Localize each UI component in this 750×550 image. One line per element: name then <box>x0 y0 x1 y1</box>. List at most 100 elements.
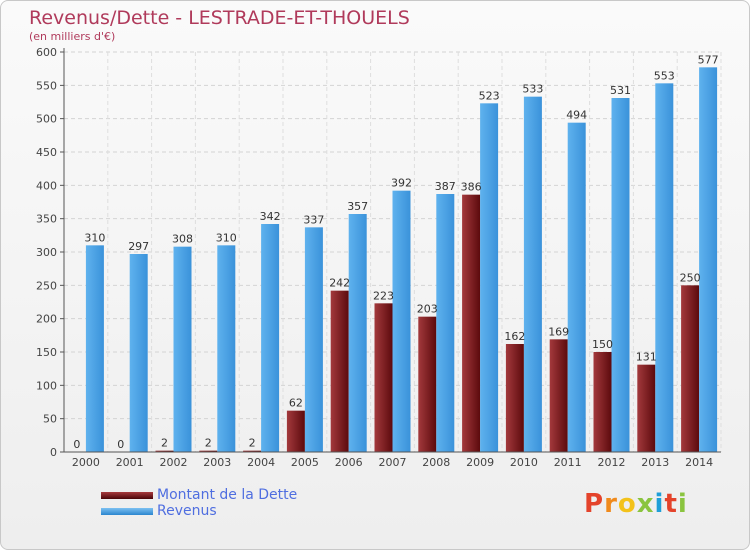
y-tick-label: 150 <box>36 346 57 359</box>
y-tick-label: 0 <box>50 446 57 459</box>
data-label-debt: 203 <box>417 303 438 316</box>
x-tick-label: 2008 <box>422 456 450 469</box>
data-label-revenue: 577 <box>698 53 719 66</box>
labels-layer: 0 310 0 297 2 308 2 310 2 342 62 337 242 357 223 392 203… <box>73 53 718 451</box>
y-tick-label: 250 <box>36 279 57 292</box>
data-label-debt: 386 <box>461 181 482 194</box>
legend-item-revenue: Revenus <box>101 503 297 519</box>
bar-revenue <box>261 224 280 452</box>
bar-revenue <box>85 245 104 452</box>
legend: Montant de la Dette Revenus <box>101 487 297 519</box>
proxiti-logo: Proxiti <box>584 489 688 519</box>
x-tick-label: 2006 <box>335 456 363 469</box>
logo-letter: x <box>636 489 655 519</box>
bar-revenue <box>304 227 323 452</box>
data-label-revenue: 533 <box>522 83 543 96</box>
data-label-debt: 223 <box>373 289 394 302</box>
data-label-debt: 2 <box>205 437 212 450</box>
data-label-revenue: 357 <box>347 200 368 213</box>
data-label-revenue: 310 <box>84 231 105 244</box>
axis-layer: 0501001502002503003504004505005506002000… <box>36 46 721 469</box>
bar-revenue <box>217 245 236 452</box>
data-label-debt: 150 <box>592 338 613 351</box>
x-tick-label: 2009 <box>466 456 494 469</box>
bar-revenue <box>436 194 455 452</box>
bars-layer <box>85 67 718 453</box>
bar-revenue <box>699 67 718 452</box>
bar-debt <box>155 450 174 452</box>
bar-debt <box>243 450 262 452</box>
bar-revenue <box>611 98 630 452</box>
data-label-revenue: 531 <box>610 84 631 97</box>
bar-debt <box>593 352 612 452</box>
y-tick-label: 600 <box>36 46 57 59</box>
bar-revenue <box>567 122 586 453</box>
x-tick-label: 2002 <box>160 456 188 469</box>
bar-revenue <box>480 103 499 452</box>
legend-label-revenue: Revenus <box>157 503 217 519</box>
logo-letter: o <box>617 489 637 519</box>
data-label-revenue: 392 <box>391 177 412 190</box>
bar-revenue <box>523 96 542 453</box>
x-tick-label: 2001 <box>116 456 144 469</box>
chart-title: Revenus/Dette - LESTRADE-ET-THOUELS <box>29 7 410 29</box>
data-label-revenue: 297 <box>128 240 149 253</box>
legend-label-debt: Montant de la Dette <box>157 487 298 503</box>
bar-debt <box>418 316 437 452</box>
data-label-debt: 162 <box>504 330 525 343</box>
y-tick-label: 450 <box>36 146 57 159</box>
logo-letter: t <box>664 489 678 519</box>
x-tick-label: 2004 <box>247 456 275 469</box>
y-tick-label: 350 <box>36 213 57 226</box>
legend-item-debt: Montant de la Dette <box>101 487 297 503</box>
x-tick-label: 2014 <box>685 456 713 469</box>
data-label-debt: 169 <box>548 325 569 338</box>
x-tick-label: 2000 <box>72 456 100 469</box>
data-label-revenue: 553 <box>654 69 675 82</box>
bar-revenue <box>173 246 192 452</box>
data-label-revenue: 494 <box>566 109 587 122</box>
x-tick-label: 2012 <box>598 456 626 469</box>
data-label-debt: 2 <box>161 437 168 450</box>
legend-swatch-debt <box>101 491 153 499</box>
y-tick-label: 500 <box>36 113 57 126</box>
bar-debt <box>505 344 524 452</box>
bar-debt <box>681 285 700 452</box>
bar-revenue <box>348 214 367 452</box>
y-tick-label: 550 <box>36 79 57 92</box>
bar-debt <box>330 290 349 452</box>
data-label-revenue: 342 <box>260 210 281 223</box>
bar-debt <box>286 410 305 452</box>
logo-letter: r <box>604 489 618 519</box>
data-label-debt: 2 <box>249 437 256 450</box>
bar-debt <box>549 339 568 452</box>
bar-debt <box>374 303 393 452</box>
data-label-debt: 0 <box>117 438 124 451</box>
bar-debt <box>199 450 218 452</box>
data-label-revenue: 310 <box>216 231 237 244</box>
data-label-debt: 62 <box>289 397 303 410</box>
bar-debt <box>637 364 656 452</box>
y-tick-label: 200 <box>36 313 57 326</box>
bar-revenue <box>129 254 148 452</box>
data-label-debt: 250 <box>680 271 701 284</box>
chart-subtitle: (en milliers d'€) <box>29 30 116 43</box>
x-tick-label: 2005 <box>291 456 319 469</box>
legend-swatch-revenue <box>101 507 153 515</box>
bar-revenue <box>392 190 411 452</box>
y-tick-label: 300 <box>36 246 57 259</box>
y-tick-label: 400 <box>36 179 57 192</box>
logo-letter: i <box>677 489 688 519</box>
y-tick-label: 100 <box>36 379 57 392</box>
data-label-debt: 242 <box>329 277 350 290</box>
data-label-revenue: 337 <box>303 213 324 226</box>
data-label-revenue: 523 <box>479 89 500 102</box>
x-tick-label: 2013 <box>641 456 669 469</box>
bar-revenue <box>655 83 674 452</box>
bar-debt <box>462 194 481 452</box>
x-tick-label: 2011 <box>554 456 582 469</box>
x-tick-label: 2003 <box>203 456 231 469</box>
data-label-revenue: 308 <box>172 233 193 246</box>
